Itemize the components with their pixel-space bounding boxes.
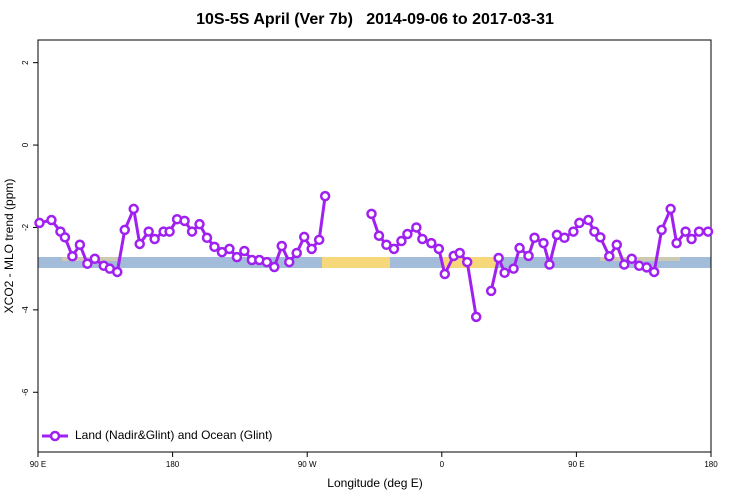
y-tick-label: 0 bbox=[21, 142, 30, 147]
point bbox=[693, 226, 705, 237]
point bbox=[388, 243, 400, 255]
point bbox=[568, 226, 579, 237]
y-tick-label: -2 bbox=[21, 223, 30, 231]
point bbox=[59, 232, 71, 243]
point bbox=[306, 243, 317, 255]
point bbox=[626, 253, 637, 265]
point bbox=[589, 226, 600, 237]
point bbox=[544, 259, 555, 270]
point bbox=[201, 232, 213, 244]
point bbox=[514, 242, 525, 254]
point bbox=[485, 285, 497, 297]
point bbox=[641, 262, 652, 273]
y-tick-label: -4 bbox=[21, 306, 30, 314]
point bbox=[574, 217, 585, 229]
point bbox=[508, 263, 519, 274]
point bbox=[46, 214, 57, 226]
point bbox=[74, 239, 86, 251]
point bbox=[112, 266, 123, 278]
chart-title: 10S-5S April (Ver 7b) 2014-09-06 to 2017… bbox=[196, 11, 554, 28]
point bbox=[611, 239, 623, 251]
band-land bbox=[600, 257, 680, 261]
point bbox=[89, 253, 101, 265]
point bbox=[433, 243, 445, 255]
point bbox=[604, 251, 615, 262]
band-land bbox=[322, 257, 390, 268]
point bbox=[686, 233, 697, 245]
y-tick-label: 2 bbox=[21, 60, 30, 65]
point bbox=[231, 251, 243, 263]
point bbox=[179, 215, 190, 227]
point bbox=[702, 226, 714, 237]
point bbox=[128, 203, 139, 215]
point bbox=[269, 261, 280, 273]
point bbox=[134, 238, 145, 250]
x-tick-label: 90 E bbox=[568, 460, 584, 469]
point bbox=[276, 240, 288, 252]
x-tick-label: 90 W bbox=[298, 460, 317, 469]
point bbox=[239, 245, 250, 257]
point bbox=[671, 237, 682, 249]
point bbox=[523, 250, 534, 262]
x-axis-label: Longitude (deg E) bbox=[327, 476, 422, 490]
x-tick-label: 180 bbox=[704, 460, 718, 469]
point bbox=[186, 226, 198, 237]
point bbox=[34, 217, 45, 229]
point bbox=[313, 234, 325, 246]
point bbox=[209, 241, 220, 253]
point bbox=[319, 190, 331, 202]
point bbox=[298, 231, 310, 243]
point bbox=[291, 247, 302, 259]
point bbox=[417, 233, 428, 245]
point bbox=[439, 268, 451, 280]
point bbox=[381, 239, 392, 251]
point bbox=[284, 256, 295, 268]
point bbox=[373, 230, 385, 241]
point bbox=[149, 233, 160, 245]
point bbox=[470, 311, 482, 323]
point bbox=[665, 203, 676, 215]
point bbox=[411, 222, 422, 233]
point bbox=[82, 258, 93, 269]
point bbox=[656, 224, 667, 236]
point bbox=[538, 237, 549, 249]
point bbox=[648, 266, 660, 278]
point bbox=[261, 256, 273, 268]
x-tick-label: 90 E bbox=[30, 460, 46, 469]
point bbox=[396, 235, 407, 247]
point bbox=[143, 226, 154, 237]
point bbox=[67, 251, 78, 262]
point bbox=[224, 243, 235, 255]
legend-label: Land (Nadir&Glint) and Ocean (Glint) bbox=[75, 428, 272, 442]
point bbox=[119, 224, 130, 236]
point bbox=[194, 218, 205, 230]
point bbox=[454, 247, 465, 259]
y-tick-label: -6 bbox=[21, 388, 30, 396]
point bbox=[680, 226, 691, 237]
point bbox=[619, 259, 630, 270]
legend-marker bbox=[49, 430, 61, 442]
point bbox=[402, 228, 413, 240]
point bbox=[461, 256, 473, 268]
point bbox=[499, 267, 510, 279]
x-tick-label: 180 bbox=[166, 460, 180, 469]
plot-frame bbox=[37, 39, 712, 453]
x-tick-label: 0 bbox=[440, 460, 445, 469]
point bbox=[529, 232, 540, 244]
y-axis-label: XCO2 - MLO trend (ppm) bbox=[2, 179, 16, 314]
point bbox=[426, 237, 437, 249]
point bbox=[493, 252, 504, 264]
point bbox=[366, 208, 377, 220]
point bbox=[164, 226, 175, 237]
point bbox=[583, 214, 594, 226]
point bbox=[559, 232, 570, 244]
point bbox=[595, 232, 606, 243]
